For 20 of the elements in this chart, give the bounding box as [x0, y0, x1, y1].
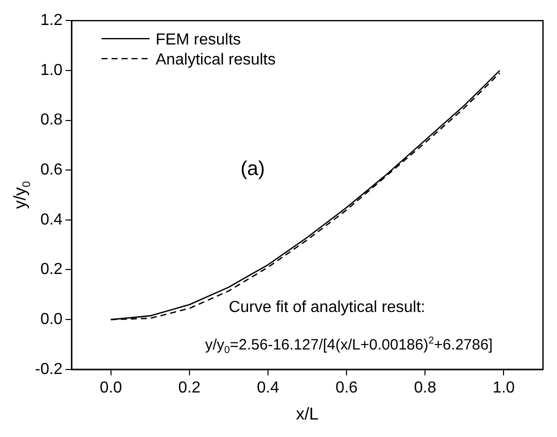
x-tick-label: 0.4 — [256, 379, 280, 396]
x-tick-label: 1.0 — [492, 379, 515, 396]
y-tick-label: -0.2 — [34, 360, 63, 378]
annotation: Curve fit of analytical result: — [228, 299, 426, 316]
y-tick-label: 1.2 — [40, 12, 63, 30]
x-tick-label: 0.2 — [178, 379, 201, 396]
legend-label: Analytical results — [156, 52, 276, 69]
x-tick-label: 0.8 — [414, 379, 436, 396]
y-axis-title: y/y0 — [10, 181, 33, 209]
y-tick-label: 0.2 — [40, 261, 63, 278]
x-tick-label: 0.6 — [335, 379, 358, 396]
y-tick-label: 0.6 — [40, 161, 63, 178]
legend-label: FEM results — [156, 32, 241, 49]
y-tick-label: 0.8 — [40, 112, 63, 129]
y-tick-label: 1.0 — [40, 62, 63, 79]
x-axis-title: x/L — [296, 404, 319, 424]
x-tick-label: 0.0 — [100, 379, 122, 396]
y-tick-label: 0.0 — [40, 310, 63, 328]
y-tick-label: 0.4 — [40, 211, 63, 228]
annotation: (a) — [240, 158, 265, 180]
